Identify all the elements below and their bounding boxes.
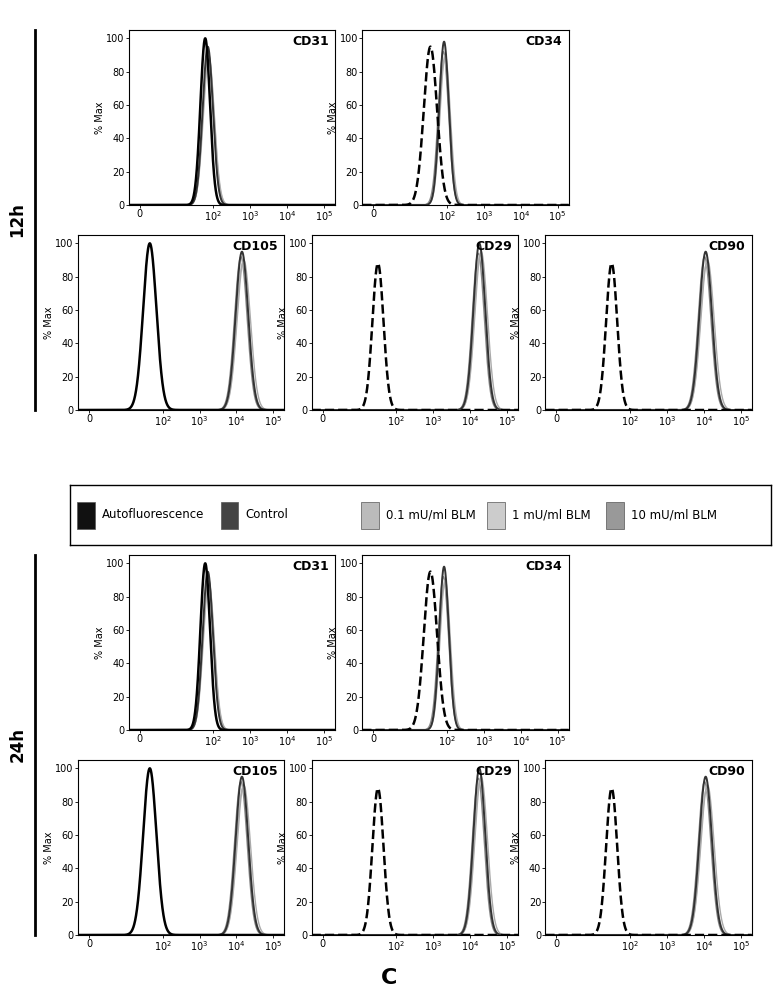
Text: C: C	[381, 968, 398, 988]
Text: CD34: CD34	[526, 560, 562, 573]
Y-axis label: % Max: % Max	[511, 831, 521, 864]
Y-axis label: % Max: % Max	[328, 626, 338, 659]
Text: 24h: 24h	[8, 728, 26, 762]
Y-axis label: % Max: % Max	[44, 831, 54, 864]
Y-axis label: % Max: % Max	[328, 101, 338, 134]
Text: Control: Control	[245, 508, 288, 522]
Bar	[606, 502, 624, 528]
Text: CD31: CD31	[292, 560, 329, 573]
Text: CD90: CD90	[709, 240, 746, 253]
Text: 10 mU/ml BLM: 10 mU/ml BLM	[631, 508, 717, 522]
Bar	[361, 502, 379, 528]
Text: 12h: 12h	[8, 203, 26, 237]
Y-axis label: % Max: % Max	[94, 101, 104, 134]
Text: CD29: CD29	[475, 240, 512, 253]
Text: CD34: CD34	[526, 35, 562, 48]
Y-axis label: % Max: % Max	[511, 306, 521, 339]
Text: CD105: CD105	[232, 765, 278, 778]
Text: CD90: CD90	[709, 765, 746, 778]
Text: 1 mU/ml BLM: 1 mU/ml BLM	[512, 508, 590, 522]
Text: 0.1 mU/ml BLM: 0.1 mU/ml BLM	[386, 508, 475, 522]
Y-axis label: % Max: % Max	[277, 306, 287, 339]
Y-axis label: % Max: % Max	[44, 306, 54, 339]
Text: Autofluorescence: Autofluorescence	[101, 508, 204, 522]
Text: CD31: CD31	[292, 35, 329, 48]
Text: CD29: CD29	[475, 765, 512, 778]
Bar	[221, 502, 238, 528]
Bar	[77, 502, 94, 528]
Text: CD105: CD105	[232, 240, 278, 253]
Bar	[488, 502, 505, 528]
Y-axis label: % Max: % Max	[94, 626, 104, 659]
Y-axis label: % Max: % Max	[277, 831, 287, 864]
